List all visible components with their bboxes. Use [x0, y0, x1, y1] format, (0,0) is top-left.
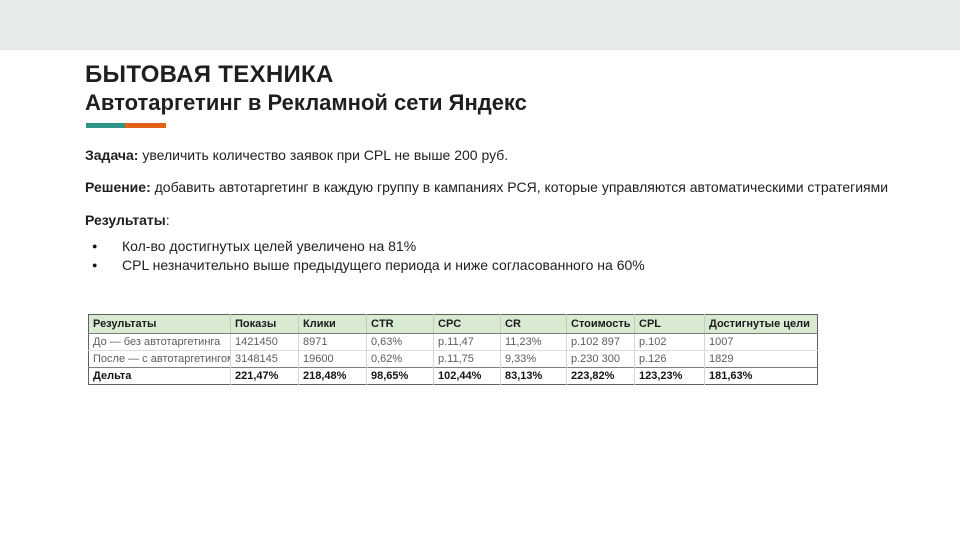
- task-paragraph: Задача: увеличить количество заявок при …: [85, 146, 508, 164]
- list-item: ● Кол-во достигнутых целей увеличено на …: [92, 238, 645, 257]
- accent-orange-bar: [125, 123, 166, 128]
- cell: 83,13%: [500, 367, 567, 385]
- bullet-icon: ●: [92, 260, 98, 270]
- cell-after-label: После — с автотаргетингом: [88, 350, 231, 368]
- column-header-impressions: Показы: [230, 314, 299, 334]
- cell: 3148145: [230, 350, 299, 368]
- cell: р.126: [634, 350, 705, 368]
- cell: 0,63%: [366, 333, 434, 351]
- page-title: БЫТОВАЯ ТЕХНИКА: [85, 61, 334, 88]
- solution-paragraph: Решение: добавить автотаргетинг в каждую…: [85, 178, 888, 196]
- results-bullet-list: ● Кол-во достигнутых целей увеличено на …: [92, 238, 645, 276]
- bullet-text-cpl: CPL незначительно выше предыдущего перио…: [122, 257, 645, 273]
- column-header-cpl: CPL: [634, 314, 705, 334]
- accent-teal-bar: [86, 123, 125, 128]
- table-header-row: Результаты Показы Клики CTR CPC CR Стоим…: [88, 314, 818, 334]
- cell: 223,82%: [566, 367, 635, 385]
- cell-delta-label: Дельта: [88, 367, 231, 385]
- title-accent-underline: [86, 123, 166, 128]
- column-header-cr: CR: [500, 314, 567, 334]
- cell: р.102: [634, 333, 705, 351]
- cell: р.230 300: [566, 350, 635, 368]
- task-label: Задача:: [85, 147, 139, 163]
- table-row: До — без автотаргетинга 1421450 8971 0,6…: [89, 333, 818, 351]
- cell: 218,48%: [298, 367, 367, 385]
- list-item: ● CPL незначительно выше предыдущего пер…: [92, 257, 645, 276]
- cell: р.11,47: [433, 333, 501, 351]
- table-row-delta: Дельта 221,47% 218,48% 98,65% 102,44% 83…: [88, 367, 818, 385]
- cell: 1007: [704, 333, 818, 351]
- column-header-goals: Достигнутые цели: [704, 314, 818, 334]
- cell: 1829: [704, 350, 818, 368]
- cell: 98,65%: [366, 367, 434, 385]
- results-heading: Результаты:: [85, 211, 170, 229]
- column-header-cost: Стоимость: [566, 314, 635, 334]
- solution-label: Решение:: [85, 179, 151, 195]
- cell: 221,47%: [230, 367, 299, 385]
- cell: 0,62%: [366, 350, 434, 368]
- task-text: увеличить количество заявок при CPL не в…: [142, 147, 509, 163]
- results-label: Результаты: [85, 212, 166, 228]
- solution-text: добавить автотаргетинг в каждую группу в…: [154, 179, 889, 195]
- cell-before-label: До — без автотаргетинга: [93, 336, 221, 348]
- bullet-text-goals: Кол-во достигнутых целей увеличено на 81…: [122, 238, 417, 254]
- results-table: Результаты Показы Клики CTR CPC CR Стоим…: [88, 314, 818, 385]
- cell: 9,33%: [500, 350, 567, 368]
- cell: 11,23%: [500, 333, 567, 351]
- column-header-results: Результаты: [88, 314, 231, 334]
- cell: 1421450: [230, 333, 299, 351]
- results-data-table: Результаты Показы Клики CTR CPC CR Стоим…: [88, 314, 818, 385]
- page-subtitle: Автотаргетинг в Рекламной сети Яндекс: [85, 90, 527, 115]
- column-header-cpc: CPC: [433, 314, 501, 334]
- table-row: После — с автотаргетингом 3148145 19600 …: [88, 350, 818, 368]
- cell: 123,23%: [634, 367, 705, 385]
- results-colon: :: [165, 212, 170, 228]
- cell: 181,63%: [704, 367, 818, 385]
- cell: 19600: [298, 350, 367, 368]
- cell: р.11,75: [433, 350, 501, 368]
- column-header-clicks: Клики: [298, 314, 367, 334]
- cell: 8971: [298, 333, 367, 351]
- slide-top-band: [0, 0, 960, 50]
- bullet-icon: ●: [92, 241, 98, 251]
- column-header-ctr: CTR: [366, 314, 434, 334]
- cell: 102,44%: [433, 367, 501, 385]
- cell: р.102 897: [566, 333, 635, 351]
